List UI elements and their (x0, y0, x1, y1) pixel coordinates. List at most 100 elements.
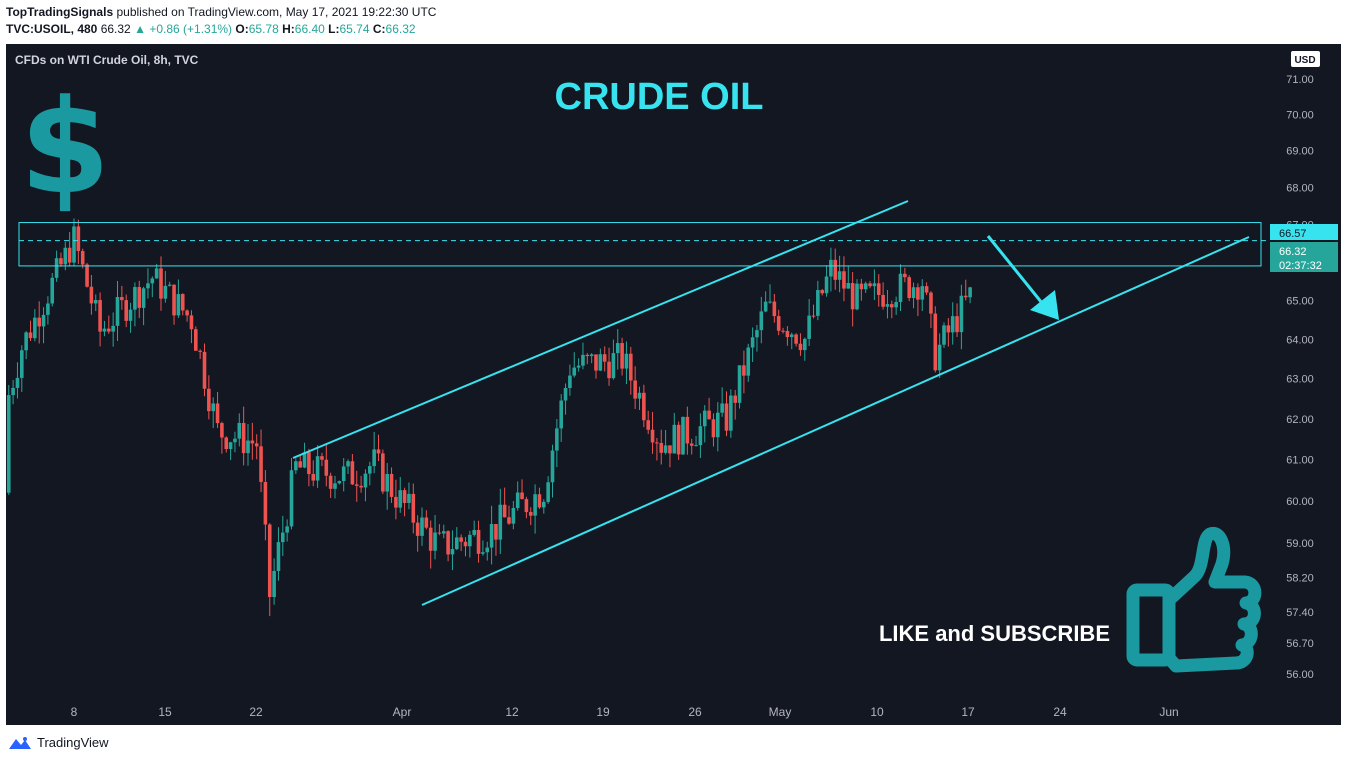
candle-up (363, 473, 368, 488)
candle-down (811, 315, 816, 317)
author-name[interactable]: TopTradingSignals (6, 5, 114, 19)
candle-up (372, 449, 376, 467)
candle-down (202, 351, 207, 389)
candle-down (241, 422, 246, 454)
candle-down (781, 330, 785, 332)
candle-down (689, 443, 694, 446)
candle-up (63, 247, 68, 265)
candle-down (524, 499, 529, 513)
close-value: 66.32 (385, 22, 416, 36)
candle-up (281, 532, 285, 543)
candle-down (798, 343, 803, 351)
candle-down (607, 361, 611, 379)
candle-down (137, 287, 142, 308)
candle-up (333, 483, 337, 489)
candle-up (581, 354, 585, 366)
candle-down (868, 283, 872, 287)
price-tick-label: 64.00 (1286, 334, 1314, 346)
candle-up (968, 287, 972, 298)
candle-down (494, 523, 498, 540)
price-tick-label: 62.00 (1286, 414, 1314, 426)
candle-down (963, 295, 968, 298)
candle-up (407, 493, 411, 503)
candle-down (929, 292, 933, 314)
candle-up (637, 392, 642, 399)
candle-up (816, 290, 820, 316)
candle-down (194, 329, 198, 351)
currency-label: USD (1294, 55, 1315, 66)
candle-up (302, 452, 307, 468)
candle-down (602, 354, 607, 362)
candle-up (341, 466, 346, 482)
candle-down (180, 294, 185, 311)
candle-down (85, 264, 89, 287)
candle-down (842, 271, 846, 289)
candle-down (320, 456, 324, 460)
time-tick-label: Jun (1159, 705, 1178, 719)
candle-down (890, 304, 894, 308)
candle-down (76, 226, 81, 252)
published-text: published on TradingView.com, May 17, 20… (116, 5, 437, 19)
candle-up (150, 278, 155, 284)
candle-down (924, 286, 929, 293)
candle-up (276, 542, 281, 571)
candle-down (220, 423, 224, 438)
currency-badge[interactable] (1291, 51, 1320, 67)
candle-up (863, 283, 868, 290)
time-axis[interactable]: 8 15 22 Apr 12 19 26 May 10 17 24 Jun (71, 705, 1179, 719)
candle-up (511, 507, 516, 524)
candle-down (98, 300, 102, 332)
candle-up (681, 416, 685, 455)
candle-up (468, 534, 472, 547)
price-tick-label: 65.00 (1286, 295, 1314, 307)
candle-up (746, 347, 751, 376)
price-axis[interactable]: 71.0070.0069.0068.0067.0065.0064.0063.00… (1286, 74, 1314, 681)
time-tick-label: 22 (249, 705, 263, 719)
candle-up (346, 461, 350, 467)
candle-down (711, 419, 716, 438)
candle-down (381, 453, 385, 492)
candle-down (833, 259, 838, 280)
candle-up (920, 286, 925, 300)
price-tick-label: 61.00 (1286, 455, 1314, 467)
candle-down (411, 493, 416, 523)
candle-up (702, 410, 707, 427)
low-label: L: (328, 22, 340, 36)
chart-canvas[interactable]: CFDs on WTI Crude Oil, 8h, TVC CRUDE OIL… (6, 44, 1341, 725)
candle-up (481, 552, 485, 554)
time-tick-label: 12 (505, 705, 519, 719)
candle-up (546, 482, 550, 502)
candle-down (37, 317, 41, 327)
candle-up (115, 296, 120, 326)
candle-up (15, 377, 20, 388)
candle-up (598, 354, 603, 371)
candle-up (146, 283, 150, 289)
candle-down (402, 490, 407, 503)
candle-up (433, 532, 437, 551)
candle-up (755, 330, 759, 338)
tradingview-logo[interactable]: TradingView (8, 735, 109, 750)
candle-down (537, 494, 542, 508)
candle-up (898, 273, 903, 303)
candle-up (515, 492, 520, 508)
candle-down (724, 403, 729, 431)
candle-down (785, 330, 790, 338)
candle-down (585, 354, 590, 357)
candle-down (59, 258, 63, 265)
candle-up (768, 301, 772, 303)
ohlc-line: TVC:USOIL, 480 66.32 ▲ +0.86 (+1.31%) O:… (6, 22, 416, 36)
high-label: H: (282, 22, 295, 36)
candle-up (563, 387, 568, 401)
candle-up (937, 344, 942, 371)
candle-down (328, 475, 333, 489)
time-tick-label: May (769, 705, 792, 719)
candle-down (124, 300, 128, 321)
candle-down (594, 354, 598, 371)
candle-down (215, 403, 220, 424)
candle-down (676, 424, 681, 455)
chart-panel[interactable]: CFDs on WTI Crude Oil, 8h, TVC CRUDE OIL… (6, 44, 1341, 725)
candle-down (655, 442, 659, 444)
candle-up (576, 365, 581, 368)
candle-up (615, 343, 620, 354)
candle-up (824, 276, 829, 294)
